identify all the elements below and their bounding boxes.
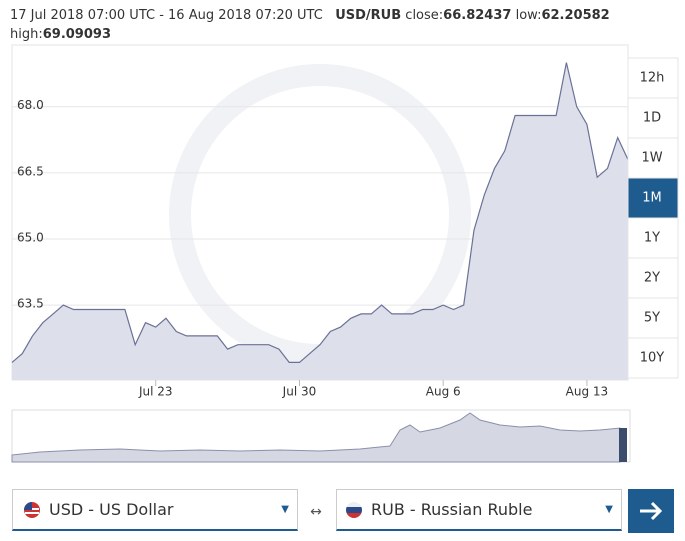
high-label: high:: [10, 27, 43, 42]
to-select[interactable]: RUB - Russian Ruble ▼: [336, 489, 622, 531]
period-label[interactable]: 10Y: [640, 351, 665, 366]
dropdown-arrow: ▼: [605, 504, 613, 515]
period-label[interactable]: 5Y: [644, 311, 660, 326]
header: 17 Jul 2018 07:00 UTC - 16 Aug 2018 07:2…: [10, 6, 630, 44]
y-tick-label: 66.5: [17, 164, 44, 178]
close: 66.82437: [443, 8, 512, 23]
period-button[interactable]: [627, 57, 679, 99]
us-flag: [24, 501, 40, 518]
y-tick-label: 68.0: [17, 98, 44, 112]
navigator-area: [11, 412, 621, 463]
period-button[interactable]: [627, 297, 679, 339]
period-label[interactable]: 1D: [643, 111, 661, 126]
from-currency: USD - US Dollar: [49, 500, 174, 519]
low: 62.20582: [541, 8, 610, 23]
range: 17 Jul 2018 07:00 UTC - 16 Aug 2018 07:2…: [10, 8, 323, 23]
y-tick-label: 63.5: [17, 297, 44, 311]
x-tick-label: Aug 6: [426, 385, 461, 399]
period-label[interactable]: 1Y: [644, 231, 660, 246]
x-tick-label: Aug 13: [566, 385, 609, 399]
period-button[interactable]: [627, 337, 679, 379]
x-tick-label: Jul 23: [138, 385, 173, 399]
ru-flag: [346, 501, 362, 518]
navigator-handle[interactable]: [619, 428, 627, 462]
area-fill: [12, 62, 628, 380]
period-label[interactable]: 12h: [640, 71, 665, 86]
period-button[interactable]: [627, 257, 679, 299]
pair: USD/RUB: [335, 8, 402, 23]
high: 69.09093: [42, 27, 111, 42]
to-currency: RUB - Russian Ruble: [371, 500, 533, 519]
swap-icon[interactable]: ↔: [310, 504, 322, 520]
y-tick-label: 65.0: [17, 230, 44, 244]
dropdown-arrow: ▼: [281, 504, 289, 515]
from-select[interactable]: USD - US Dollar ▼: [12, 489, 298, 531]
period-button[interactable]: [627, 97, 679, 139]
line: [11, 62, 629, 363]
period-label[interactable]: 1M: [642, 191, 662, 206]
low-label: low:: [515, 8, 542, 23]
x-tick-label: Jul 30: [282, 385, 317, 399]
period-label[interactable]: 2Y: [644, 271, 660, 286]
arrow-icon: [640, 501, 663, 521]
period-label[interactable]: 1W: [641, 151, 662, 166]
close-label: close:: [405, 8, 444, 23]
